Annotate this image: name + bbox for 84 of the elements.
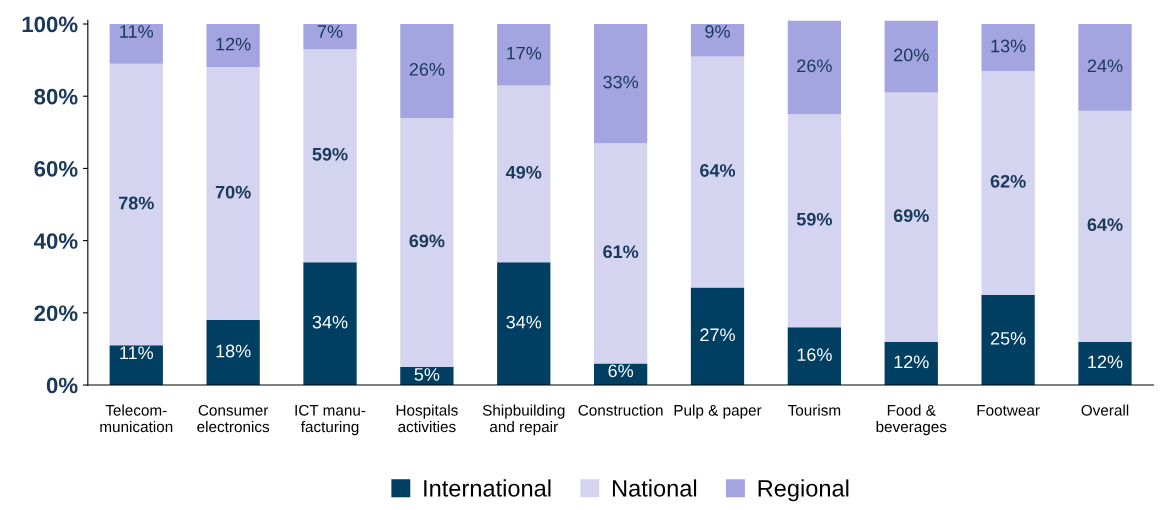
x-tick-label: Footwear xyxy=(977,405,1040,416)
x-tick-label: Construction xyxy=(578,404,663,416)
bar xyxy=(787,114,842,328)
data-label: 6% xyxy=(608,364,634,378)
x-tick-label: Overall xyxy=(1081,404,1129,416)
data-label: 59% xyxy=(312,147,348,161)
legend-label: National xyxy=(612,479,697,497)
y-tick-label: 100% xyxy=(22,16,78,33)
x-tick-label: Telecom- munication xyxy=(100,404,173,433)
legend-label: International xyxy=(424,479,551,497)
data-label: 78% xyxy=(118,196,154,210)
data-label: 62% xyxy=(990,174,1026,188)
bar xyxy=(690,24,745,57)
bar xyxy=(109,345,163,386)
data-label: 16% xyxy=(797,348,832,362)
x-tick-label: Shipbuilding and repair xyxy=(482,404,565,436)
y-tick-label: 20% xyxy=(34,305,78,322)
data-label: 12% xyxy=(894,355,929,369)
bar xyxy=(206,67,260,321)
bar xyxy=(497,85,551,263)
y-tick-label: 80% xyxy=(34,88,78,105)
bar xyxy=(981,294,1035,386)
bar xyxy=(981,70,1035,295)
bar xyxy=(109,24,163,64)
data-label: 20% xyxy=(894,48,929,62)
bar xyxy=(690,56,745,288)
y-tick-label: 60% xyxy=(34,160,78,177)
bar xyxy=(1078,341,1132,386)
bar xyxy=(593,143,648,364)
data-label: 33% xyxy=(603,75,639,89)
data-label: 13% xyxy=(991,39,1026,53)
y-tick-label: 40% xyxy=(33,233,78,249)
data-label: 17% xyxy=(507,46,542,60)
data-label: 49% xyxy=(505,165,542,179)
y-tick-label: 0% xyxy=(46,377,78,394)
data-label: 64% xyxy=(700,164,736,177)
data-label: 5% xyxy=(414,368,440,381)
bar xyxy=(303,49,357,263)
x-tick-label: Pulp & paper xyxy=(674,404,762,419)
data-label: 61% xyxy=(603,245,639,259)
bar xyxy=(497,24,551,86)
bar xyxy=(1078,24,1132,111)
data-label: 24% xyxy=(1087,59,1123,73)
data-label: 34% xyxy=(506,315,542,329)
data-label: 7% xyxy=(317,25,343,38)
data-label: 34% xyxy=(312,315,348,329)
bar xyxy=(593,24,648,144)
data-label: 27% xyxy=(700,328,735,342)
bar xyxy=(884,20,938,93)
x-tick-label: Hospitals activities xyxy=(396,404,458,433)
bar xyxy=(884,341,938,386)
data-label: 9% xyxy=(705,25,730,38)
data-label: 69% xyxy=(409,234,445,248)
data-label: 69% xyxy=(893,209,929,223)
data-label: 11% xyxy=(120,25,154,38)
bar xyxy=(1078,110,1132,342)
bar xyxy=(303,262,357,386)
bar xyxy=(400,24,454,118)
x-tick-label: Consumer electronics xyxy=(197,404,270,433)
bar xyxy=(206,320,260,386)
data-label: 12% xyxy=(1088,355,1123,369)
bar xyxy=(109,63,163,346)
data-label: 12% xyxy=(216,37,251,51)
bar xyxy=(400,117,454,367)
x-tick-label: Tourism xyxy=(787,404,841,416)
bar xyxy=(303,24,357,50)
bar xyxy=(787,327,842,386)
x-tick-label: ICT manu- facturing xyxy=(295,404,366,436)
data-label: 18% xyxy=(216,344,251,358)
legend-label: Regional xyxy=(758,479,849,502)
bar xyxy=(787,20,842,115)
x-tick-label: Food & beverages xyxy=(876,404,947,436)
data-label: 25% xyxy=(990,331,1026,345)
data-label: 11% xyxy=(120,346,154,360)
bar xyxy=(884,92,938,342)
data-label: 70% xyxy=(215,185,251,199)
data-label: 26% xyxy=(409,63,445,76)
bar xyxy=(206,24,260,68)
data-label: 59% xyxy=(796,212,832,226)
bar xyxy=(497,262,551,386)
bar xyxy=(690,287,745,386)
data-label: 64% xyxy=(1087,218,1123,232)
data-label: 26% xyxy=(797,59,832,73)
bar xyxy=(981,24,1035,71)
